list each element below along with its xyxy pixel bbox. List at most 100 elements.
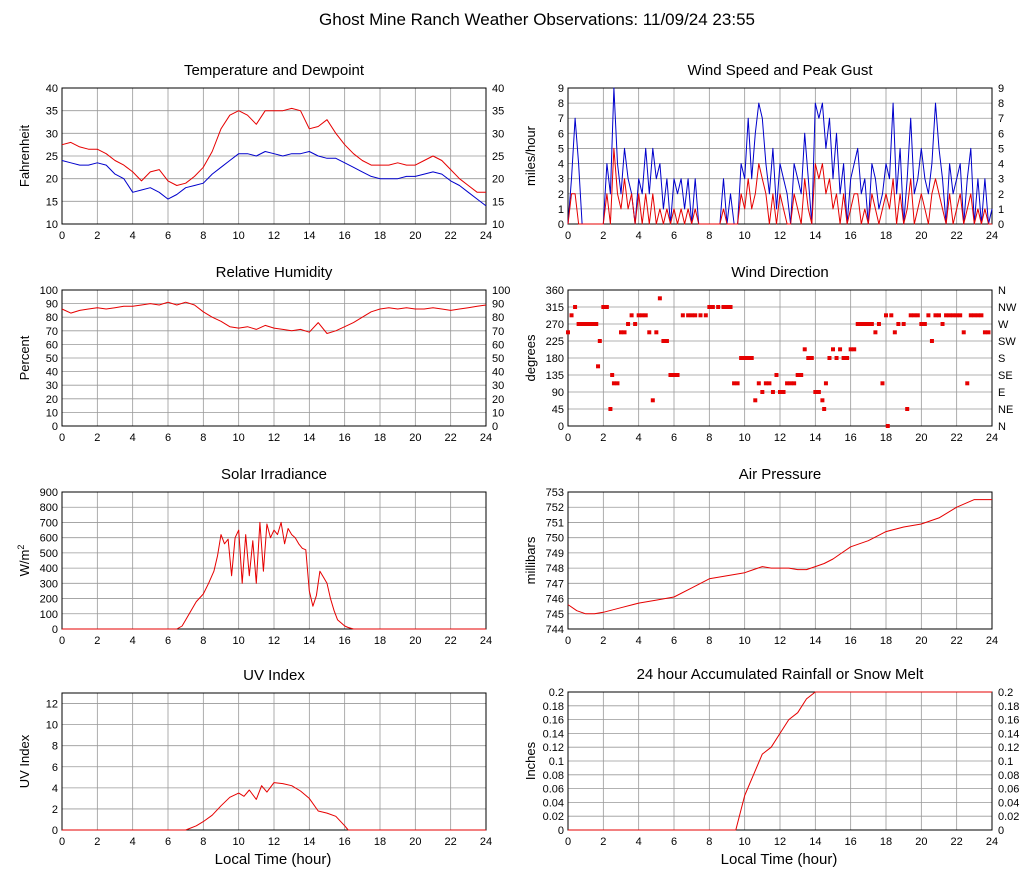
temp-y-tick-label-right: 15	[492, 196, 504, 208]
rh-x-tick-label: 14	[303, 432, 315, 444]
solar-x-tick-label: 24	[480, 635, 492, 647]
wdir-point	[919, 322, 924, 326]
wdir-point	[972, 313, 977, 318]
rain-y-tick-label-right: 0.1	[998, 756, 1013, 768]
rh-x-tick-label: 10	[233, 432, 245, 444]
wind-y-axis-label: miles/hour	[523, 125, 538, 186]
rain-y-tick-label: 0.06	[543, 784, 564, 796]
wind-y-tick-label: 8	[558, 98, 564, 110]
wdir-x-tick-label: 4	[636, 432, 642, 444]
wdir-point	[716, 305, 721, 309]
solar-y-tick-label: 800	[40, 502, 58, 514]
rain-x-tick-label: 12	[774, 836, 786, 848]
wdir-point	[795, 373, 800, 377]
wdir-y-tick-label: 360	[546, 285, 564, 297]
solar-x-tick-label: 6	[165, 635, 171, 647]
wdir-y-tick-label: 180	[546, 353, 564, 365]
wdir-point	[728, 305, 733, 309]
wdir-point	[848, 347, 853, 352]
wind-y-tick-label-right: 3	[998, 174, 1004, 186]
press-y-tick-label: 744	[546, 624, 564, 636]
press-plot-frame	[567, 491, 993, 630]
wdir-point	[862, 322, 867, 326]
uv-x-tick-label: 22	[445, 836, 457, 848]
rh-x-tick-label: 0	[59, 432, 65, 444]
rain-y-tick-label: 0.12	[543, 742, 564, 754]
wdir-compass-label: W	[998, 319, 1009, 331]
wdir-point	[763, 381, 768, 386]
press-y-axis-label: millibars	[523, 536, 538, 584]
x-axis-label-right: Local Time (hour)	[721, 851, 838, 868]
wdir-point	[680, 313, 685, 318]
solar-y-axis-label: W/m2	[16, 545, 32, 577]
wdir-point	[615, 381, 620, 386]
wdir-point	[654, 330, 659, 335]
wdir-point	[838, 347, 843, 352]
temp-x-tick-label: 8	[200, 230, 206, 242]
uv-x-tick-label: 12	[268, 836, 280, 848]
rh-y-tick-label: 90	[46, 299, 58, 311]
wdir-point	[834, 356, 839, 360]
wdir-point	[721, 305, 726, 309]
wdir-point	[947, 313, 952, 318]
press-x-tick-label: 4	[636, 635, 642, 647]
rh-y-tick-label-right: 10	[492, 407, 504, 419]
wind-y-tick-label: 5	[558, 143, 564, 155]
wdir-point	[961, 330, 966, 335]
wind-x-tick-label: 6	[671, 230, 677, 242]
wdir-point	[707, 305, 712, 309]
rh-y-tick-label-right: 0	[492, 421, 498, 433]
solar-y-tick-label: 600	[40, 533, 58, 545]
press-x-tick-label: 2	[600, 635, 606, 647]
press-x-tick-label: 0	[565, 635, 571, 647]
wdir-point	[965, 381, 970, 386]
rain-y-tick-label-right: 0.16	[998, 715, 1019, 727]
press-y-tick-label: 750	[546, 533, 564, 545]
rh-y-tick-label: 0	[52, 421, 58, 433]
wdir-point	[661, 339, 666, 343]
solar-y-tick-label: 900	[40, 487, 58, 499]
wind-y-tick-label-right: 4	[998, 159, 1004, 171]
press-y-tick-label: 747	[546, 578, 564, 590]
solar-x-tick-label: 2	[94, 635, 100, 647]
wdir-point	[601, 305, 606, 309]
rh-y-tick-label: 50	[46, 353, 58, 365]
wdir-point	[792, 381, 797, 386]
press-chart-title: Air Pressure	[739, 466, 822, 483]
press-x-tick-label: 18	[880, 635, 892, 647]
wind-x-tick-label: 12	[774, 230, 786, 242]
press-y-tick-label: 749	[546, 548, 564, 560]
wdir-y-axis-label: degrees	[523, 334, 538, 381]
wdir-point	[778, 390, 782, 394]
rh-y-tick-label-right: 70	[492, 326, 504, 338]
wdir-point	[820, 398, 825, 403]
press-x-tick-label: 20	[915, 635, 927, 647]
uv-x-tick-label: 20	[409, 836, 421, 848]
wind-x-tick-label: 24	[986, 230, 998, 242]
rh-plot-frame	[61, 289, 487, 427]
wdir-point	[852, 347, 857, 352]
wdir-point	[640, 313, 645, 318]
wdir-point	[633, 322, 638, 326]
rh-x-tick-label: 2	[94, 432, 100, 444]
rain-y-tick-label-right: 0.2	[998, 687, 1013, 699]
rh-y-tick-label-right: 40	[492, 367, 504, 379]
wdir-point	[845, 356, 850, 360]
wind-series-red-line	[567, 147, 992, 225]
wdir-point	[908, 313, 913, 318]
wdir-point	[657, 296, 662, 301]
rain-y-tick-label: 0	[558, 825, 564, 837]
wdir-point	[619, 330, 623, 335]
uv-x-tick-label: 2	[94, 836, 100, 848]
wdir-compass-label: SE	[998, 370, 1013, 382]
wdir-point	[869, 322, 874, 326]
wdir-x-tick-label: 8	[706, 432, 712, 444]
wind-y-tick-label-right: 1	[998, 204, 1004, 216]
wdir-point	[647, 330, 652, 335]
wind-y-tick-label-right: 8	[998, 98, 1004, 110]
rain-x-tick-label: 24	[986, 836, 998, 848]
uv-y-tick-label: 12	[46, 699, 58, 711]
wdir-point	[968, 313, 973, 318]
